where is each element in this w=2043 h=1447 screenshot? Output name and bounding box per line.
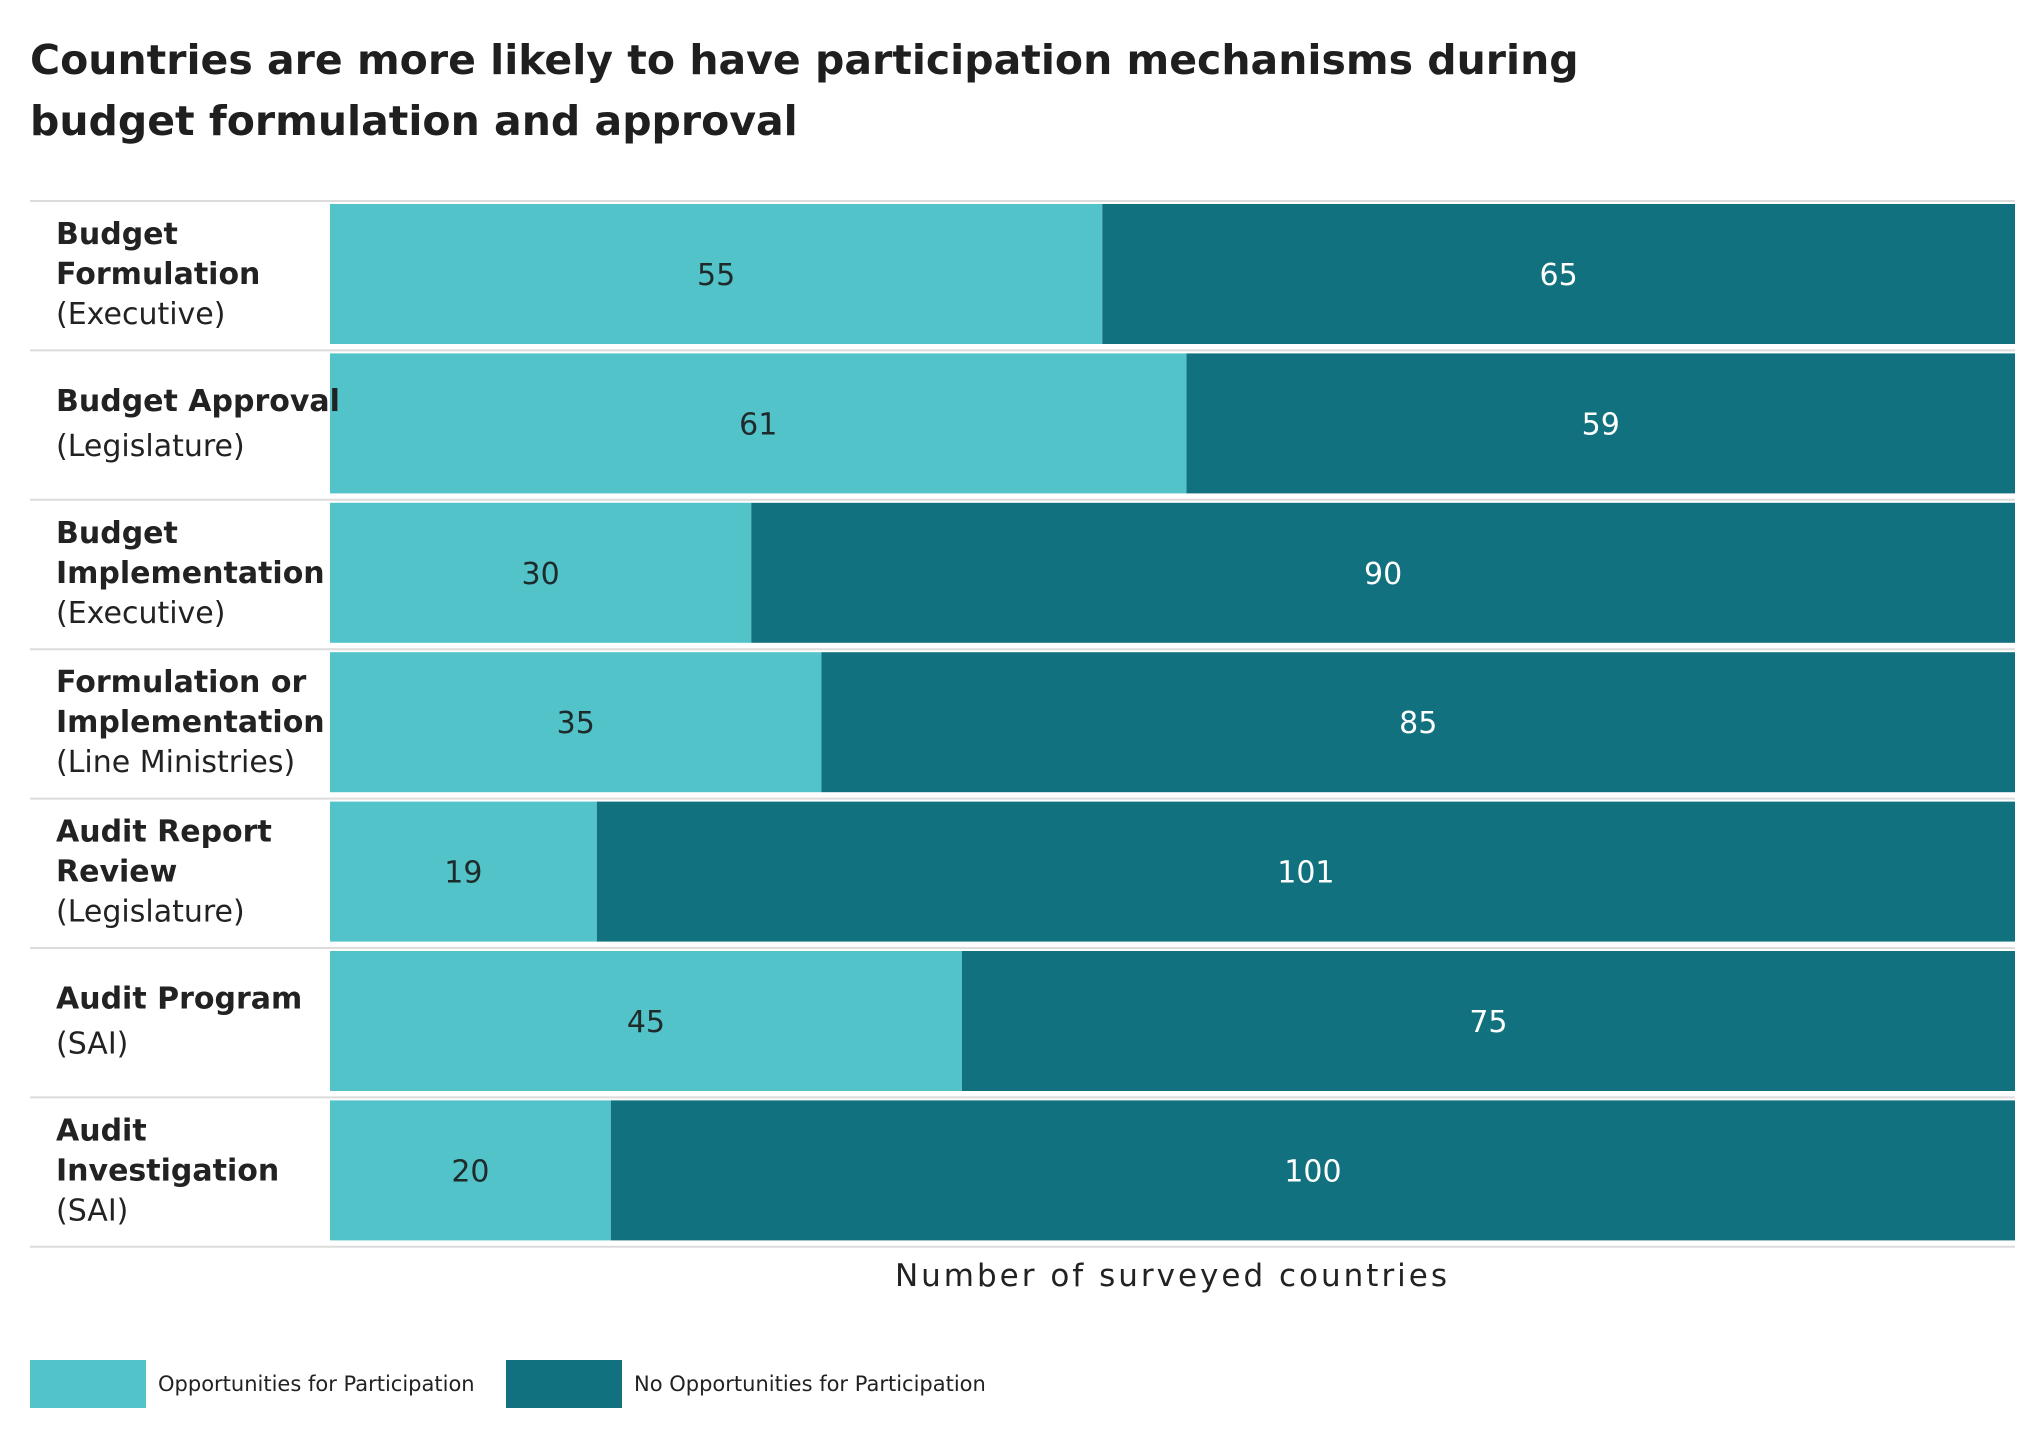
category-name: Budget <box>56 217 178 252</box>
category-actor: (Executive) <box>56 596 225 631</box>
category-name: Audit <box>56 1113 147 1148</box>
bar-opportunities <box>330 502 752 643</box>
category-name: Review <box>56 855 177 890</box>
legend-swatch-opportunities <box>30 1360 146 1408</box>
value-label-no-opportunities: 65 <box>1540 258 1578 293</box>
bar-no-opportunities <box>596 801 2015 942</box>
value-label-opportunities: 61 <box>739 407 777 442</box>
category-label: Budget Implementation (Executive) <box>56 516 325 631</box>
category-actor: (SAI) <box>56 1027 128 1062</box>
bar-no-opportunities <box>821 652 2016 793</box>
category-name: Budget Approval <box>56 384 340 419</box>
value-label-opportunities: 55 <box>697 258 735 293</box>
category-name: Implementation <box>56 556 325 591</box>
category-label: Budget Formulation (Executive) <box>56 217 260 332</box>
bar-opportunities <box>330 951 962 1091</box>
category-label: Formulation or Implementation (Line Minist… <box>56 665 325 780</box>
value-label-opportunities: 35 <box>557 706 595 741</box>
bar-no-opportunities <box>961 951 2015 1091</box>
bar-opportunities <box>330 353 1187 494</box>
chart-title: Countries are more likely to have partic… <box>30 36 1579 145</box>
value-label-no-opportunities: 90 <box>1364 557 1402 592</box>
category-actor: (SAI) <box>56 1193 128 1228</box>
bar-opportunities <box>330 652 822 793</box>
category-actor: (Legislature) <box>56 895 245 930</box>
category-label: Budget Approval (Legislature) <box>56 384 340 464</box>
bar-opportunities <box>330 204 1103 344</box>
value-label-opportunities: 19 <box>444 856 482 891</box>
category-name: Audit Report <box>56 815 272 850</box>
category-name: Formulation or <box>56 665 306 700</box>
category-name: Budget <box>56 516 178 551</box>
value-label-opportunities: 20 <box>451 1154 489 1189</box>
x-axis-label: Number of surveyed countries <box>894 1258 1451 1294</box>
category-name: Audit Program <box>56 982 302 1017</box>
category-actor: (Legislature) <box>56 429 245 464</box>
bar-opportunities <box>330 801 597 942</box>
value-label-no-opportunities: 59 <box>1582 407 1620 442</box>
category-label: Audit Program (SAI) <box>56 982 302 1062</box>
category-label: Audit Report Review (Legislature) <box>56 815 272 930</box>
bar-no-opportunities <box>1186 353 2015 494</box>
value-label-opportunities: 30 <box>522 557 560 592</box>
value-label-no-opportunities: 75 <box>1469 1005 1507 1040</box>
bar-no-opportunities <box>1102 204 2015 344</box>
bar-opportunities <box>330 1100 611 1241</box>
category-label: Audit Investigation (SAI) <box>56 1113 279 1228</box>
value-label-no-opportunities: 85 <box>1399 706 1437 741</box>
legend-label-no-opportunities: No Opportunities for Participation <box>634 1372 986 1396</box>
bar-no-opportunities <box>751 502 2015 643</box>
category-actor: (Executive) <box>56 297 225 332</box>
value-label-no-opportunities: 101 <box>1277 856 1334 891</box>
category-actor: (Line Ministries) <box>56 745 295 780</box>
bar-no-opportunities <box>610 1100 2016 1241</box>
category-name: Investigation <box>56 1153 279 1188</box>
value-label-opportunities: 45 <box>627 1005 665 1040</box>
legend-item-opportunities: Opportunities for Participation <box>30 1360 475 1408</box>
value-label-no-opportunities: 100 <box>1284 1154 1341 1189</box>
category-name: Formulation <box>56 257 260 292</box>
legend-swatch-no-opportunities <box>506 1360 622 1408</box>
category-name: Implementation <box>56 705 325 740</box>
legend-item-no-opportunities: No Opportunities for Participation <box>506 1360 986 1408</box>
legend-label-opportunities: Opportunities for Participation <box>158 1372 475 1396</box>
